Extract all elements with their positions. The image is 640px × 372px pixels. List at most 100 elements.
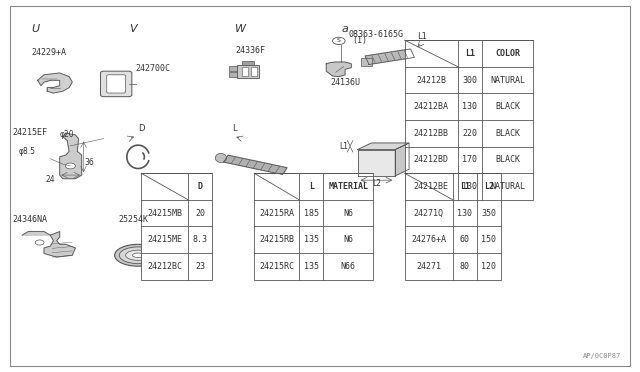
Text: 24212B: 24212B <box>417 76 446 84</box>
Text: 24229+A: 24229+A <box>31 48 67 57</box>
Polygon shape <box>396 143 409 176</box>
Text: 24215RB: 24215RB <box>259 235 294 244</box>
Text: 135: 135 <box>304 262 319 271</box>
Polygon shape <box>358 150 396 176</box>
Text: 24215RC: 24215RC <box>259 262 294 271</box>
Polygon shape <box>358 143 409 150</box>
Text: D: D <box>198 182 203 191</box>
Bar <box>141 173 212 280</box>
FancyBboxPatch shape <box>100 71 132 97</box>
Text: 350: 350 <box>481 209 496 218</box>
Text: 24271: 24271 <box>416 262 442 271</box>
Ellipse shape <box>132 253 144 257</box>
Polygon shape <box>22 231 76 257</box>
Text: S: S <box>337 38 340 44</box>
Text: 185: 185 <box>304 209 319 218</box>
Text: 24136U: 24136U <box>331 78 361 87</box>
Text: D: D <box>138 124 145 133</box>
Text: 23: 23 <box>195 262 205 271</box>
Text: N66: N66 <box>340 262 356 271</box>
Text: 08363-6165G: 08363-6165G <box>348 29 403 39</box>
Polygon shape <box>326 62 351 77</box>
Text: W: W <box>236 24 246 34</box>
Text: 24215ME: 24215ME <box>147 235 182 244</box>
Text: 60: 60 <box>460 235 470 244</box>
Bar <box>237 65 259 78</box>
Text: BLACK: BLACK <box>495 102 520 111</box>
Text: MATERIAL: MATERIAL <box>328 182 368 191</box>
Text: 80: 80 <box>460 262 470 271</box>
Text: 130: 130 <box>458 209 472 218</box>
Text: L: L <box>232 124 237 133</box>
Text: V: V <box>129 24 136 34</box>
Text: 220: 220 <box>463 129 477 138</box>
Text: 130: 130 <box>463 102 477 111</box>
Polygon shape <box>365 49 415 64</box>
Text: 24212BB: 24212BB <box>414 129 449 138</box>
Bar <box>229 66 237 71</box>
Bar <box>242 67 248 76</box>
Ellipse shape <box>215 153 227 163</box>
Circle shape <box>35 240 44 245</box>
Text: 24: 24 <box>45 174 55 184</box>
Text: L1: L1 <box>465 49 475 58</box>
Text: (1): (1) <box>353 36 367 45</box>
Text: BLACK: BLACK <box>495 129 520 138</box>
Bar <box>404 40 533 200</box>
Bar <box>242 61 254 65</box>
Text: 24336F: 24336F <box>236 46 266 55</box>
Polygon shape <box>38 73 72 93</box>
Text: 170: 170 <box>463 155 477 164</box>
Text: 24215EF: 24215EF <box>13 128 47 137</box>
Text: 25254K: 25254K <box>118 215 148 224</box>
Text: 130: 130 <box>463 182 477 191</box>
Text: L1: L1 <box>339 142 348 151</box>
Text: 135: 135 <box>304 235 319 244</box>
Ellipse shape <box>119 247 157 264</box>
FancyBboxPatch shape <box>107 75 125 93</box>
Text: 24276+A: 24276+A <box>412 235 446 244</box>
Text: NATURAL: NATURAL <box>490 182 525 191</box>
Text: 24212BE: 24212BE <box>414 182 449 191</box>
Text: BLACK: BLACK <box>495 155 520 164</box>
Circle shape <box>333 37 345 45</box>
Text: 20: 20 <box>195 209 205 218</box>
Bar <box>404 173 500 280</box>
Text: 150: 150 <box>481 235 496 244</box>
Text: 242700C: 242700C <box>135 64 170 73</box>
Circle shape <box>65 163 76 169</box>
Text: 8.3: 8.3 <box>193 235 208 244</box>
Text: COLOR: COLOR <box>495 49 520 58</box>
Text: L1: L1 <box>417 32 428 41</box>
Text: 24212BD: 24212BD <box>414 155 449 164</box>
Text: 24212BA: 24212BA <box>414 102 449 111</box>
Text: N6: N6 <box>343 235 353 244</box>
Text: φ8.5: φ8.5 <box>19 147 36 156</box>
Text: φ20: φ20 <box>60 130 74 139</box>
Text: L1: L1 <box>460 182 470 191</box>
Text: 300: 300 <box>463 76 477 84</box>
Bar <box>251 67 257 76</box>
Text: 24215MB: 24215MB <box>147 209 182 218</box>
Ellipse shape <box>115 244 162 266</box>
Text: N6: N6 <box>343 209 353 218</box>
Text: NATURAL: NATURAL <box>490 76 525 84</box>
Bar <box>254 173 373 280</box>
Text: U: U <box>31 24 40 34</box>
Text: 24212BC: 24212BC <box>147 262 182 271</box>
Text: 24346NA: 24346NA <box>13 215 47 224</box>
Polygon shape <box>224 155 287 174</box>
Text: L2: L2 <box>372 179 381 188</box>
Polygon shape <box>60 133 82 179</box>
Text: 24271Q: 24271Q <box>414 209 444 218</box>
Text: AP/0C0P87: AP/0C0P87 <box>583 353 621 359</box>
Text: 120: 120 <box>481 262 496 271</box>
Text: L2: L2 <box>484 182 493 191</box>
Text: L: L <box>308 182 314 191</box>
Text: 24215RA: 24215RA <box>259 209 294 218</box>
Bar <box>229 71 237 77</box>
Text: 36: 36 <box>85 158 95 167</box>
Ellipse shape <box>125 250 150 260</box>
Bar <box>361 58 372 66</box>
Text: a: a <box>342 24 349 34</box>
